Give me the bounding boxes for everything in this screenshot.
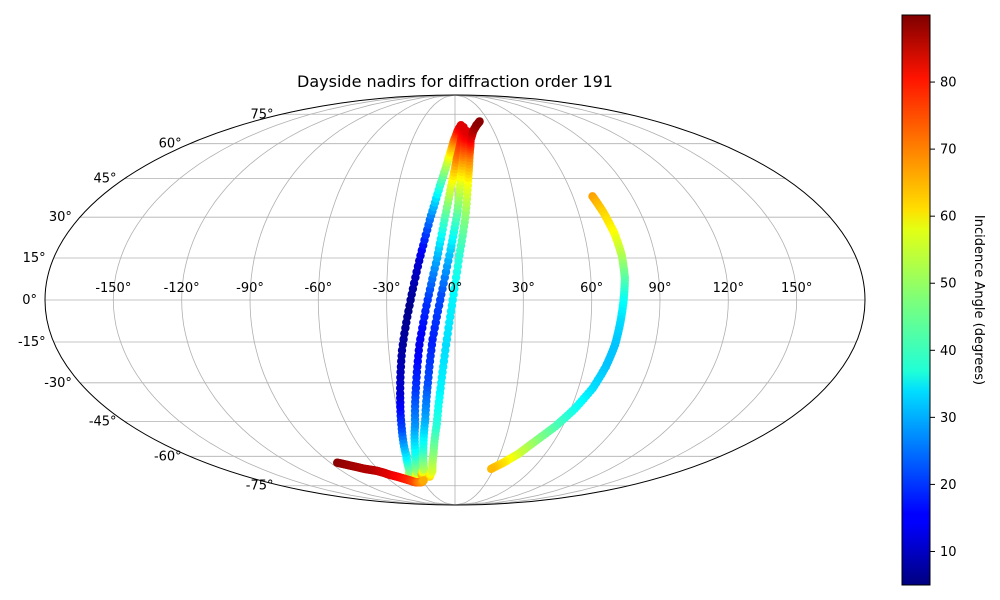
x-tick-label: 0° bbox=[448, 281, 463, 296]
x-tick-label: 150° bbox=[781, 281, 812, 296]
colorbar-tick-label: 60 bbox=[940, 210, 957, 225]
x-tick-label: 90° bbox=[648, 281, 671, 296]
colorbar: 10 20 30 40 50 60 70 80 Incidence Angle (degree… bbox=[901, 14, 986, 586]
y-tick-label: -15° bbox=[18, 335, 46, 350]
y-tick-label: -60° bbox=[154, 449, 182, 464]
x-tick-label: 30° bbox=[512, 281, 535, 296]
x-tick-label: -30° bbox=[373, 281, 401, 296]
data-point bbox=[419, 476, 428, 485]
colorbar-tick-label: 50 bbox=[940, 277, 957, 292]
x-tick-label: -120° bbox=[164, 281, 200, 296]
x-tick-label: -90° bbox=[236, 281, 264, 296]
grid-meridian bbox=[454, 95, 661, 505]
chart-title: Dayside nadirs for diffraction order 191 bbox=[297, 72, 613, 91]
y-tick-label: -75° bbox=[246, 479, 274, 494]
x-tick-label: -150° bbox=[95, 281, 131, 296]
colorbar-tick-label: 80 bbox=[940, 76, 957, 91]
x-tick-labels: -150° -120° -90° -60° -30° 0° 30° 60° 90° 120° 150… bbox=[95, 281, 812, 296]
x-tick-label: 120° bbox=[713, 281, 744, 296]
x-tick-label: 60° bbox=[580, 281, 603, 296]
y-tick-label: 30° bbox=[49, 210, 72, 225]
data-point bbox=[487, 464, 496, 474]
map-frame bbox=[44, 94, 866, 506]
data-points bbox=[333, 117, 629, 487]
y-tick-label: -45° bbox=[89, 414, 117, 429]
grid-meridian bbox=[454, 95, 524, 505]
colorbar-tick-label: 10 bbox=[940, 545, 957, 560]
y-tick-label: 75° bbox=[250, 107, 273, 122]
grid-meridian bbox=[249, 95, 456, 505]
y-tick-label: -30° bbox=[44, 376, 72, 391]
x-tick-label: -60° bbox=[304, 281, 332, 296]
colorbar-tick-label: 40 bbox=[940, 344, 957, 359]
colorbar-tick-label: 70 bbox=[940, 143, 957, 158]
grid-meridian bbox=[454, 95, 729, 505]
colorbar-label: Incidence Angle (degrees) bbox=[971, 215, 986, 385]
y-tick-label: 0° bbox=[22, 293, 37, 308]
y-tick-label: 45° bbox=[94, 172, 117, 187]
grid-meridian bbox=[317, 95, 456, 505]
grid-meridian bbox=[112, 95, 456, 505]
y-tick-label: 15° bbox=[23, 251, 46, 266]
colorbar-scale bbox=[901, 14, 931, 586]
y-tick-label: 60° bbox=[159, 137, 182, 152]
grid-meridian bbox=[181, 95, 456, 505]
data-point bbox=[475, 117, 484, 126]
colorbar-tick-label: 20 bbox=[940, 478, 957, 493]
grid-meridian bbox=[454, 95, 593, 505]
grid-meridian bbox=[454, 95, 798, 505]
colorbar-tick-label: 30 bbox=[940, 411, 957, 426]
y-tick-labels: 75° 60° 45° 30° 15° 0° -15° -30° -45° -60° -75° bbox=[18, 107, 274, 493]
grid-meridian bbox=[386, 95, 456, 505]
